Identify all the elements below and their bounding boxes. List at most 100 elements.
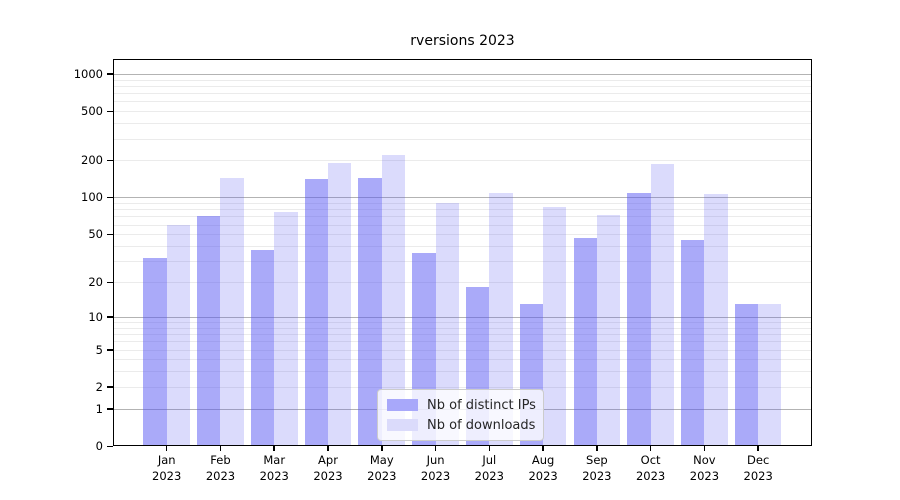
gridline-90	[113, 203, 812, 205]
gridline-20	[113, 282, 812, 284]
gridline-600	[113, 101, 812, 103]
bar-downloads-jun	[435, 203, 459, 446]
gridline-80	[113, 209, 812, 211]
bar-ips-dec	[734, 303, 759, 446]
x-tick-mark-apr	[327, 446, 329, 451]
x-tick-label-sep: Sep 2023	[582, 453, 612, 483]
x-tick-label-oct: Oct 2023	[635, 453, 666, 483]
y-tick-label-100: 100	[81, 190, 103, 205]
x-tick-mark-aug	[542, 446, 544, 451]
legend-swatch-downloads	[387, 419, 418, 431]
bar-downloads-may	[381, 154, 406, 446]
gridline-200	[113, 160, 812, 162]
bar-ips-feb	[197, 216, 221, 446]
x-tick-label-dec: Dec 2023	[743, 453, 773, 483]
y-tick-mark-500	[107, 110, 113, 113]
gridline-50	[113, 234, 812, 236]
x-tick-label-feb: Feb 2023	[205, 453, 236, 483]
y-tick-label-2: 2	[95, 379, 103, 394]
bar-downloads-mar	[274, 212, 298, 446]
gridline-500	[113, 111, 812, 113]
x-tick-mark-sep	[596, 446, 598, 451]
bar-downloads-oct	[650, 163, 674, 446]
gridline-3	[113, 371, 812, 373]
bar-downloads-jul	[489, 192, 513, 446]
x-tick-mark-oct	[649, 446, 652, 451]
x-tick-label-nov: Nov 2023	[689, 453, 720, 483]
bar-downloads-apr	[328, 162, 352, 446]
y-tick-label-500: 500	[81, 104, 103, 119]
gridline-30	[113, 261, 812, 263]
x-tick-mark-jan	[165, 446, 168, 451]
y-tick-mark-1000	[107, 73, 113, 75]
y-tick-label-10: 10	[88, 309, 103, 324]
y-tick-mark-2	[107, 386, 113, 388]
gridline-700	[113, 93, 812, 95]
x-tick-mark-jun	[434, 446, 437, 451]
gridline-300	[113, 138, 812, 140]
y-tick-label-1: 1	[95, 401, 103, 416]
bar-downloads-aug	[543, 207, 567, 446]
y-tick-label-0: 0	[95, 439, 103, 453]
gridline-6	[113, 341, 812, 343]
y-tick-mark-0	[107, 445, 113, 447]
x-tick-label-apr: Apr 2023	[313, 453, 343, 483]
y-tick-mark-50	[107, 233, 113, 236]
gridline-60	[113, 224, 812, 226]
x-tick-mark-may	[381, 446, 383, 451]
x-tick-label-aug: Aug 2023	[528, 453, 558, 483]
legend: Nb of distinct IPs Nb of downloads	[377, 389, 544, 441]
x-tick-label-may: May 2023	[367, 453, 397, 483]
gridline-5	[113, 349, 812, 351]
bar-downloads-sep	[596, 214, 621, 446]
gridline-4	[113, 359, 812, 361]
gridline-400	[113, 123, 812, 125]
bar-downloads-feb	[220, 177, 244, 446]
bar-ips-may	[358, 177, 382, 446]
y-tick-label-50: 50	[88, 227, 103, 242]
legend-entry-distinct-ips: Nb of distinct IPs	[387, 398, 543, 413]
plot-area	[113, 59, 812, 446]
y-tick-label-5: 5	[95, 342, 103, 357]
x-tick-mark-nov	[703, 446, 706, 451]
bar-ips-nov	[681, 239, 705, 446]
bar-downloads-dec	[758, 303, 782, 446]
bar-downloads-nov	[704, 194, 728, 446]
gridline-100	[113, 197, 812, 199]
x-tick-mark-mar	[273, 446, 275, 451]
y-tick-label-200: 200	[81, 153, 103, 168]
y-tick-mark-100	[107, 196, 113, 199]
gridline-2	[113, 386, 812, 388]
y-tick-mark-10	[107, 316, 113, 318]
x-tick-mark-dec	[757, 446, 759, 451]
bar-downloads-jan	[166, 224, 190, 446]
gridline-9	[113, 322, 812, 323]
gridline-1000	[113, 73, 812, 75]
x-tick-label-jul: Jul 2023	[474, 453, 504, 483]
y-tick-mark-200	[107, 159, 113, 162]
gridline-900	[113, 79, 812, 81]
legend-label-downloads: Nb of downloads	[427, 417, 536, 433]
chart-title: rversions 2023	[410, 33, 515, 49]
y-tick-label-20: 20	[88, 275, 103, 290]
x-tick-label-jan: Jan 2023	[152, 453, 182, 483]
gridline-7	[113, 334, 812, 336]
x-tick-label-jun: Jun 2023	[420, 453, 451, 483]
bar-ips-sep	[573, 237, 597, 446]
x-tick-mark-jul	[488, 446, 491, 451]
bar-ips-mar	[250, 250, 275, 446]
gridline-800	[113, 85, 812, 87]
bar-ips-oct	[627, 192, 651, 446]
bar-ips-apr	[304, 179, 328, 446]
legend-swatch-distinct-ips	[387, 399, 418, 411]
y-tick-mark-5	[107, 349, 113, 351]
y-tick-mark-1	[107, 408, 113, 410]
bar-ips-jan	[143, 257, 167, 446]
y-tick-label-1000: 1000	[73, 66, 103, 81]
gridline-10	[113, 316, 812, 318]
legend-label-distinct-ips: Nb of distinct IPs	[427, 397, 536, 413]
gridline-70	[113, 216, 812, 218]
legend-entry-downloads: Nb of downloads	[387, 418, 543, 433]
gridline-40	[113, 246, 812, 247]
